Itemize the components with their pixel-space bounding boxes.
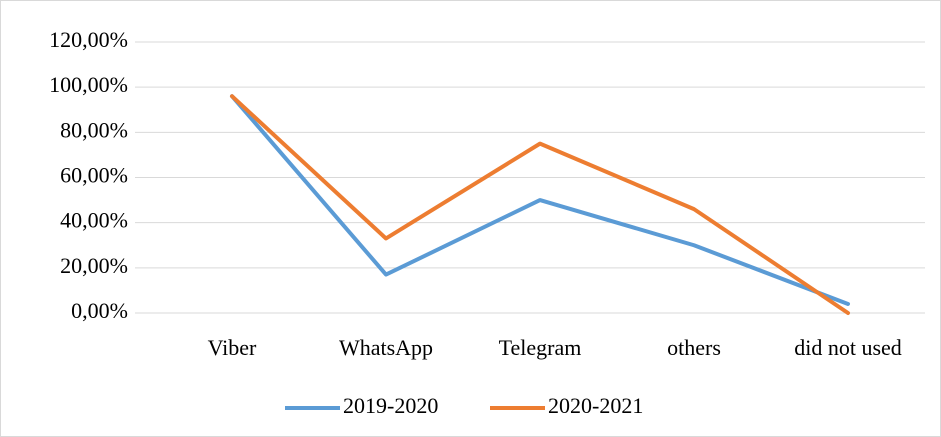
series-line: [230, 94, 850, 306]
y-tick-label: 40,00%: [60, 208, 128, 233]
y-tick-label: 80,00%: [60, 117, 128, 142]
x-tick-label: Viber: [208, 335, 257, 360]
y-tick-label: 100,00%: [49, 72, 128, 97]
legend-label: 2020-2021: [548, 393, 643, 418]
legend-label: 2019-2020: [343, 393, 438, 418]
y-tick-label: 60,00%: [60, 163, 128, 188]
y-tick-label: 120,00%: [49, 27, 128, 52]
x-tick-label: did not used: [794, 335, 902, 360]
y-tick-label: 0,00%: [71, 298, 128, 323]
series-line: [230, 94, 850, 315]
x-tick-label: WhatsApp: [339, 335, 433, 360]
y-tick-label: 20,00%: [60, 253, 128, 278]
x-tick-label: others: [667, 335, 721, 360]
x-tick-label: Telegram: [499, 335, 582, 360]
